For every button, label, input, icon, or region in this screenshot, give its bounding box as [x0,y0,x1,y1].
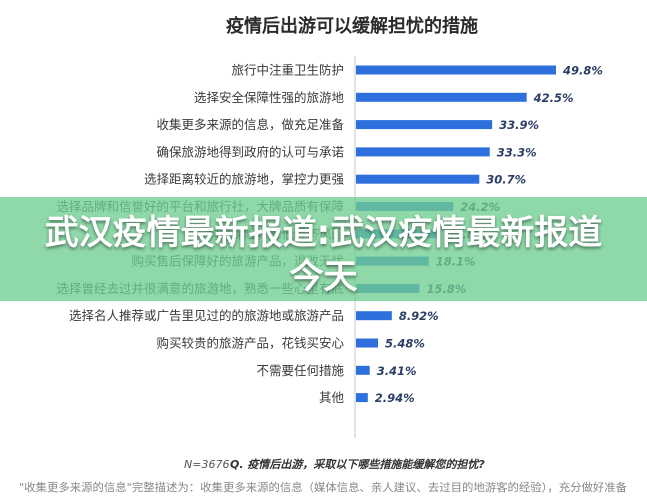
bar-1 [356,92,527,102]
category-label-0: 旅行中注重卫生防护 [231,63,344,78]
category-label-4: 选择距离较近的旅游地，掌控力更强 [144,172,345,187]
category-label-2: 收集更多来源的信息，做充足准备 [156,117,344,132]
bar-0 [356,65,556,75]
category-label-1: 选择安全保障性强的旅游地 [194,90,345,105]
bar-12 [356,393,368,403]
value-label-3: 33.3% [497,145,537,159]
category-label-12: 其他 [319,390,345,405]
value-label-1: 42.5% [533,91,574,105]
bar-9 [356,311,392,321]
footnote-n: N=3676 [184,458,229,471]
chart-title: 疫情后出游可以缓解担忧的措施 [226,15,478,37]
bar-11 [356,365,370,375]
value-label-11: 3.41% [377,364,417,378]
value-label-9: 8.92% [399,309,439,323]
bar-2 [356,120,493,130]
value-label-10: 5.48% [385,337,425,351]
bar-10 [356,338,379,348]
value-label-0: 49.8% [562,64,603,78]
category-label-3: 确保旅游地得到政府的认可与承诺 [156,144,344,159]
category-label-10: 购买较贵的旅游产品，花钱买安心 [156,336,344,351]
footnote-explanation: "收集更多来源的信息"完整描述为：收集更多来源的信息（媒体信息、亲人建议、去过目… [19,480,627,494]
category-label-9: 选择名人推荐或广告里见过的的旅游地或旅游产品 [69,308,344,323]
bar-4 [356,174,480,184]
bar-3 [356,147,490,157]
value-label-2: 33.9% [499,118,539,132]
value-label-12: 2.94% [375,391,415,405]
value-label-4: 30.7% [486,173,526,187]
category-label-11: 不需要任何措施 [256,363,344,378]
footnote-question: Q. 疫情后出游，采取以下哪些措施能缓解您的担忧? [230,458,485,471]
headline-banner [0,197,647,301]
headline-text: 武汉疫情最新报道:武汉疫情最新报道今天 [44,213,603,297]
